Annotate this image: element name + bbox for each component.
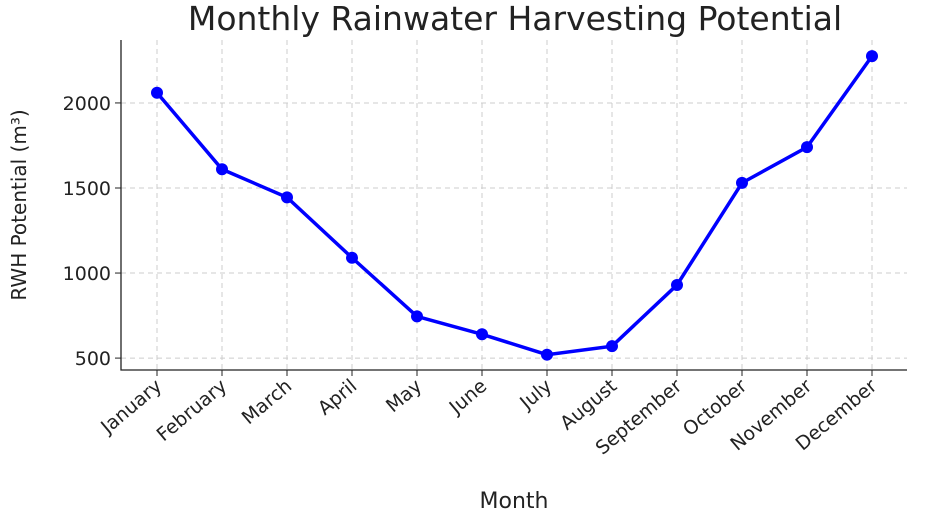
point xyxy=(151,86,163,99)
chart-title: Monthly Rainwater Harvesting Potential xyxy=(188,0,842,38)
point xyxy=(866,50,878,63)
point xyxy=(411,310,423,323)
x-tick-label: April xyxy=(314,375,361,420)
point xyxy=(541,348,553,361)
x-tick-label: March xyxy=(238,375,297,429)
x-tick-label: July xyxy=(515,375,556,414)
point xyxy=(346,251,358,264)
y-tick-label: 500 xyxy=(75,348,111,370)
point xyxy=(671,278,683,291)
line xyxy=(155,55,874,357)
x-tick-label: June xyxy=(445,375,492,419)
x-axis-label: Month xyxy=(480,489,549,513)
point xyxy=(476,328,488,341)
x-tick-label: February xyxy=(153,375,232,446)
point xyxy=(606,340,618,353)
axes xyxy=(120,40,907,371)
y-axis-label: RWH Potential (m³) xyxy=(7,109,31,300)
y-tick-label: 1000 xyxy=(63,263,111,285)
x-tick-label: May xyxy=(382,375,426,417)
point xyxy=(801,141,813,154)
y-tick-label: 1500 xyxy=(63,178,111,200)
point xyxy=(281,191,293,204)
point xyxy=(216,163,228,176)
y-tick-label: 2000 xyxy=(63,93,111,115)
point xyxy=(736,176,748,189)
